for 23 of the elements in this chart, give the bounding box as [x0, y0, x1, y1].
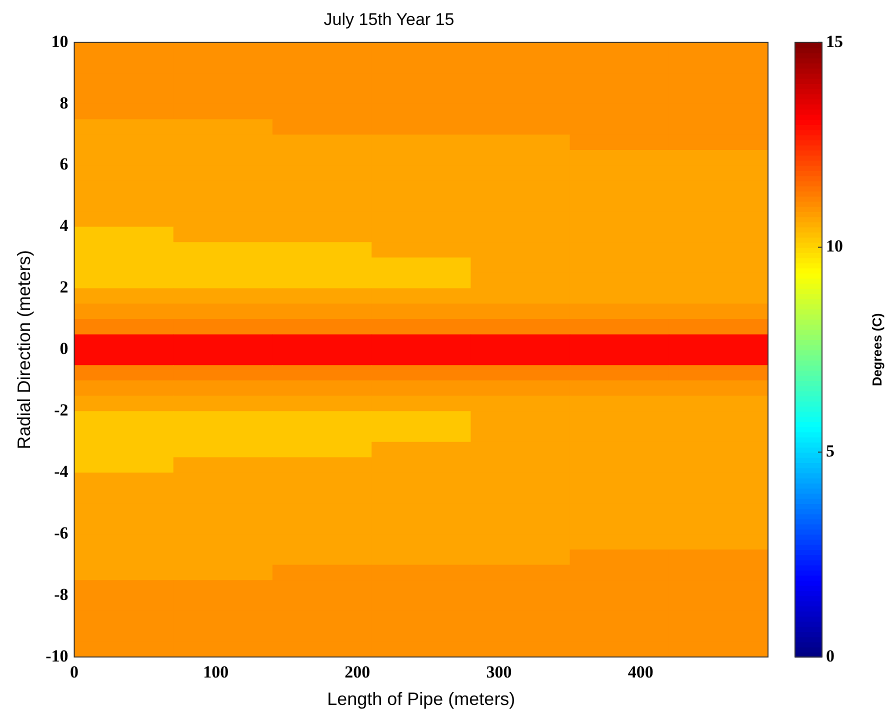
y-tick-label: 2: [60, 278, 68, 297]
y-tick-label: 4: [60, 216, 69, 236]
color-bar-title: Degrees (C): [870, 313, 885, 386]
y-tick-label: -2: [54, 400, 68, 420]
y-tick-label: -8: [54, 584, 68, 604]
y-tick-label: -4: [54, 462, 69, 482]
x-tick-label: 300: [486, 662, 512, 682]
x-axis-title: Length of Pipe (meters): [327, 689, 516, 710]
chart-title: July 15th Year 15: [324, 10, 454, 29]
y-tick-label: -10: [46, 646, 68, 666]
color-bar-label: 0: [826, 646, 834, 666]
y-tick-label: -6: [54, 523, 68, 542]
y-tick-label: 8: [60, 93, 68, 112]
color-bar-label: 5: [826, 442, 834, 461]
x-tick-label: 400: [628, 662, 654, 682]
x-tick-label: 200: [344, 662, 370, 682]
y-tick-label: 10: [51, 32, 68, 51]
y-tick-label: 0: [60, 339, 68, 358]
y-tick-label: 6: [60, 154, 68, 174]
color-bar-label: 15: [826, 32, 843, 51]
y-axis-title: Radial Direction (meters): [14, 250, 34, 450]
x-tick-label: 100: [203, 662, 229, 682]
color-bar-label: 10: [826, 236, 843, 256]
